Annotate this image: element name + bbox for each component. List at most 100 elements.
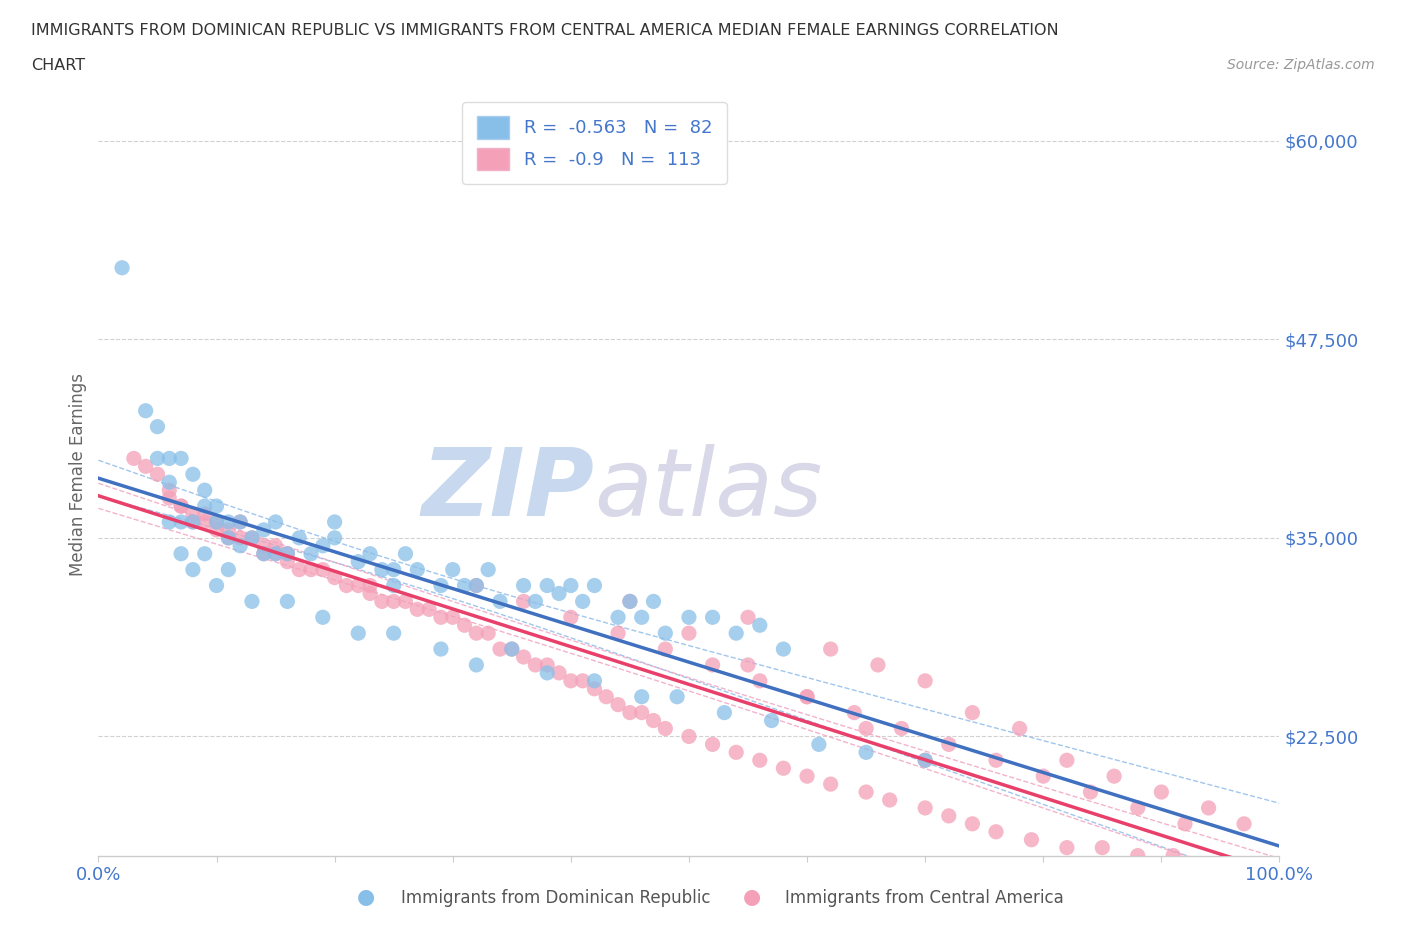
Point — [181, 563, 204, 578]
Text: Source: ZipAtlas.com: Source: ZipAtlas.com — [1227, 58, 1375, 72]
Point — [938, 737, 960, 751]
Point — [394, 546, 416, 561]
Point — [359, 586, 381, 601]
Point — [619, 594, 641, 609]
Point — [890, 721, 912, 736]
Point — [181, 507, 204, 522]
Point — [548, 586, 571, 601]
Point — [382, 594, 405, 609]
Point — [111, 260, 134, 275]
Point — [654, 642, 676, 657]
Point — [571, 594, 593, 609]
Point — [548, 666, 571, 681]
Point — [713, 705, 735, 720]
Point — [194, 507, 217, 522]
Text: ZIP: ZIP — [422, 444, 595, 536]
Point — [205, 578, 228, 593]
Point — [240, 594, 263, 609]
Point — [1198, 801, 1220, 816]
Point — [135, 458, 157, 473]
Point — [571, 673, 593, 688]
Point — [181, 514, 204, 529]
Point — [146, 451, 169, 466]
Point — [914, 753, 936, 768]
Point — [630, 610, 652, 625]
Text: ●: ● — [744, 886, 761, 907]
Point — [288, 563, 311, 578]
Point — [938, 808, 960, 823]
Point — [312, 610, 335, 625]
Point — [276, 554, 298, 569]
Point — [135, 404, 157, 418]
Legend: R =  -0.563   N =  82, R =  -0.9   N =  113: R = -0.563 N = 82, R = -0.9 N = 113 — [463, 102, 727, 184]
Point — [489, 642, 512, 657]
Point — [465, 578, 488, 593]
Point — [619, 705, 641, 720]
Point — [702, 658, 724, 672]
Point — [984, 753, 1007, 768]
Point — [1233, 817, 1256, 831]
Point — [359, 546, 381, 561]
Point — [820, 777, 842, 791]
Point — [984, 824, 1007, 839]
Point — [536, 666, 558, 681]
Point — [170, 546, 193, 561]
Point — [1161, 848, 1184, 863]
Point — [170, 498, 193, 513]
Point — [288, 530, 311, 545]
Point — [323, 514, 346, 529]
Point — [607, 626, 630, 641]
Point — [170, 514, 193, 529]
Point — [217, 530, 239, 545]
Point — [501, 642, 523, 657]
Point — [702, 737, 724, 751]
Point — [194, 483, 217, 498]
Point — [299, 546, 322, 561]
Point — [406, 602, 429, 617]
Point — [748, 618, 770, 632]
Point — [643, 594, 665, 609]
Point — [335, 578, 357, 593]
Point — [347, 554, 370, 569]
Point — [146, 419, 169, 434]
Point — [866, 658, 889, 672]
Point — [477, 563, 499, 578]
Point — [737, 610, 759, 625]
Point — [240, 530, 263, 545]
Point — [654, 626, 676, 641]
Point — [371, 563, 394, 578]
Point — [276, 594, 298, 609]
Point — [217, 523, 239, 538]
Point — [630, 705, 652, 720]
Point — [1056, 753, 1078, 768]
Point — [430, 642, 453, 657]
Point — [1150, 785, 1173, 800]
Text: Immigrants from Central America: Immigrants from Central America — [785, 889, 1063, 907]
Point — [205, 514, 228, 529]
Point — [1102, 769, 1125, 784]
Point — [264, 538, 287, 553]
Point — [560, 610, 582, 625]
Y-axis label: Median Female Earnings: Median Female Earnings — [69, 373, 87, 576]
Point — [1268, 864, 1291, 879]
Point — [170, 451, 193, 466]
Point — [1126, 801, 1149, 816]
Point — [796, 689, 818, 704]
Point — [536, 578, 558, 593]
Point — [1091, 840, 1114, 855]
Point — [583, 578, 606, 593]
Point — [205, 523, 228, 538]
Point — [796, 689, 818, 704]
Point — [855, 745, 877, 760]
Point — [264, 546, 287, 561]
Point — [489, 594, 512, 609]
Point — [217, 563, 239, 578]
Point — [194, 498, 217, 513]
Point — [276, 546, 298, 561]
Point — [157, 475, 180, 490]
Point — [725, 745, 748, 760]
Point — [299, 563, 322, 578]
Point — [1198, 857, 1220, 871]
Point — [844, 705, 866, 720]
Point — [583, 673, 606, 688]
